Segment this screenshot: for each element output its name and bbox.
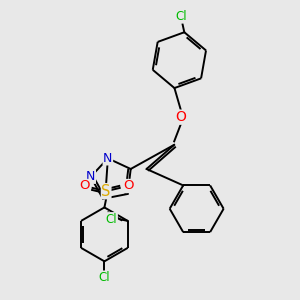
Text: Cl: Cl [99, 271, 110, 284]
Text: O: O [123, 179, 134, 193]
Text: Cl: Cl [106, 213, 117, 226]
Text: N: N [103, 152, 112, 165]
Text: N: N [86, 170, 95, 183]
Text: S: S [101, 184, 111, 199]
Text: O: O [79, 179, 89, 193]
Text: O: O [176, 110, 187, 124]
Text: Cl: Cl [175, 10, 187, 23]
